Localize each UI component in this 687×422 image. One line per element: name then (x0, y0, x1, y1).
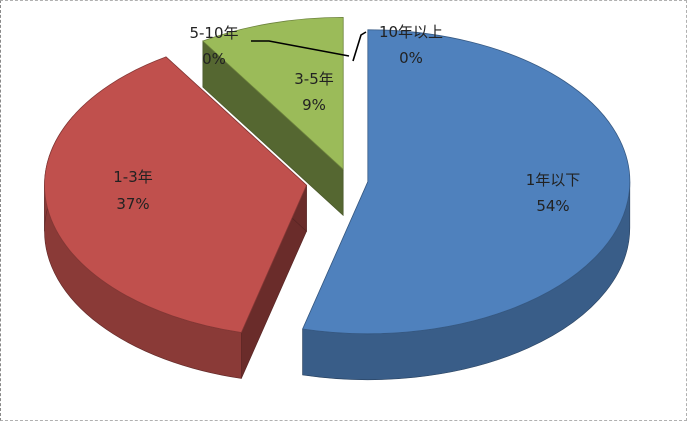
label-val-10年以上: 0% (399, 49, 423, 67)
label-val-1-3年: 37% (116, 195, 149, 213)
label-val-3-5年: 9% (302, 96, 326, 114)
label-cat-1-3年: 1-3年 (113, 168, 153, 186)
pie-slices (44, 16, 631, 381)
leader-line-10-plus (352, 31, 367, 62)
label-cat-1年以下: 1年以下 (526, 171, 581, 189)
label-val-5-10年: 0% (202, 50, 226, 68)
slice-1-3年-top (44, 56, 307, 333)
label-cat-5-10年: 5-10年 (189, 24, 238, 42)
leader-lines (251, 31, 367, 62)
label-val-1年以下: 54% (536, 197, 569, 215)
slice-1年以下-top (302, 29, 631, 335)
slice-3-5年-top (202, 16, 344, 171)
label-cat-10年以上: 10年以上 (379, 23, 443, 41)
label-cat-3-5年: 3-5年 (294, 70, 334, 88)
leader-line-5-10 (251, 40, 350, 57)
data-labels: 1年以下 54% 1-3年 37% 3-5年 9% 5-10年 0% 10年以上… (113, 23, 580, 215)
